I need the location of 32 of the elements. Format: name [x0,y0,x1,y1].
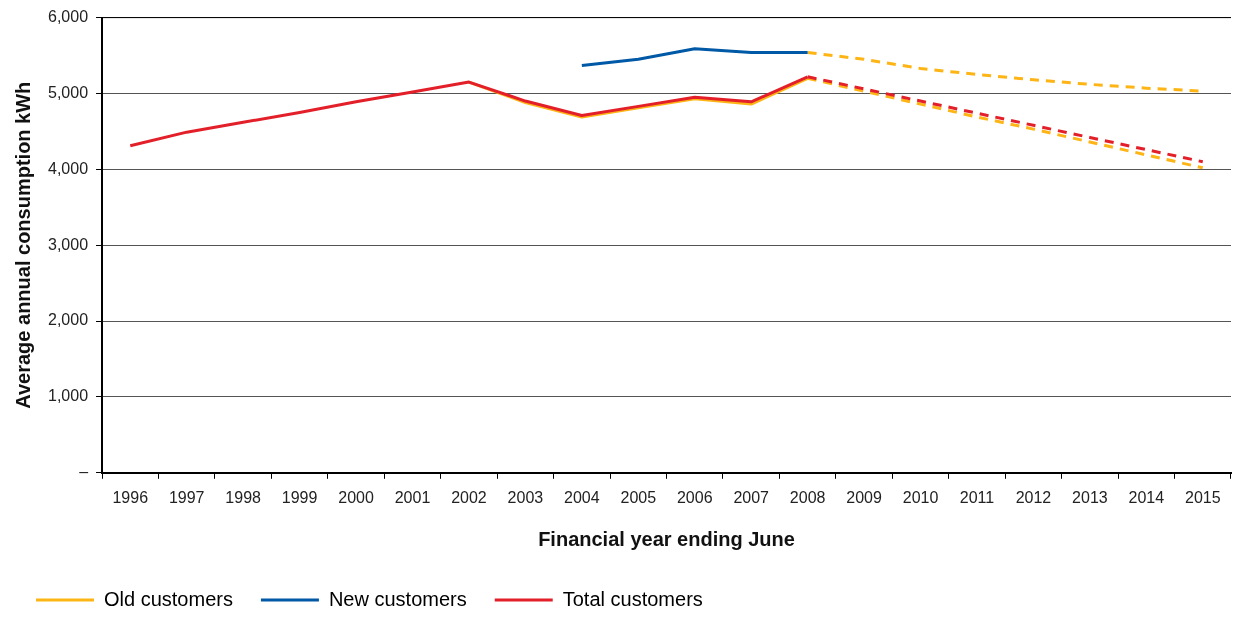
legend-label: New customers [328,587,467,610]
x-tick-label: 2002 [451,488,487,506]
y-tick-label: 6,000 [47,8,89,26]
x-tick-label: 2014 [1128,488,1165,506]
y-tick-label: 1,000 [47,387,89,405]
x-axis-title: Financial year ending June [538,527,795,550]
x-tick-label: 2003 [507,488,544,506]
x-tick-label: 2001 [394,488,431,506]
x-tick-label: 2000 [338,488,374,506]
y-tick-label: 5,000 [47,83,89,101]
y-axis-title: Average annual consumption kWh [11,81,34,409]
x-tick-label: 2008 [789,488,826,506]
x-tick-label: 2011 [959,488,995,506]
x-tick-label: 2013 [1072,488,1108,506]
legend-label: Old customers [104,587,233,610]
legend-label: Total customers [562,587,703,610]
y-tick-label: 2,000 [47,311,89,329]
y-tick-label: – [79,463,89,481]
x-tick-label: 1999 [281,488,318,506]
x-tick-label: 1998 [225,488,262,506]
x-tick-label: 2004 [564,488,600,506]
x-tick-label: 2007 [733,488,770,506]
x-tick-label: 2009 [846,488,882,506]
x-tick-label: 1996 [112,488,149,506]
x-tick-label: 2010 [902,488,939,506]
x-tick-label: 2005 [620,488,657,506]
y-tick-label: 3,000 [47,235,89,253]
x-tick-label: 2012 [1015,488,1052,506]
y-tick-label: 4,000 [47,159,89,177]
x-tick-label: 2006 [676,488,713,506]
x-tick-label: 1997 [168,488,205,506]
x-tick-label: 2015 [1184,488,1221,506]
